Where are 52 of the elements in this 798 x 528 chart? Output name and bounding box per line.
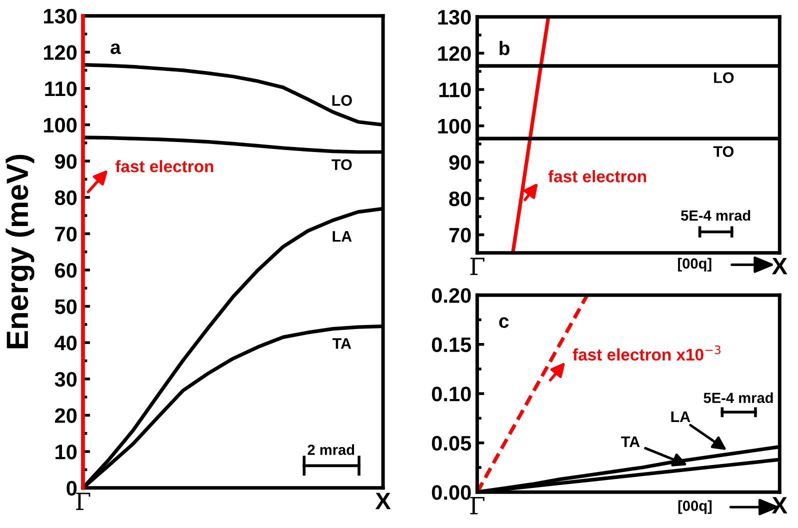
y-tick-label: 0.10 xyxy=(432,386,471,402)
y-tick-label: 30 xyxy=(54,372,77,387)
y-tick-label: 60 xyxy=(55,263,77,278)
y-tick-label: 80 xyxy=(449,191,471,206)
y-tick-label: 20 xyxy=(54,408,77,424)
y-tick-label: 90 xyxy=(54,154,77,169)
y-tick-label: 0.20 xyxy=(432,288,471,303)
annotation: LA xyxy=(332,231,352,242)
text: c xyxy=(499,317,509,328)
annotation: fast electron xyxy=(115,160,214,172)
y-tick-label: 130 xyxy=(438,10,471,25)
y-axis-title: Energy (meV) xyxy=(6,154,34,348)
annotation: TA xyxy=(332,338,352,349)
y-tick-label: 120 xyxy=(438,46,471,61)
y-tick-label: 80 xyxy=(54,190,77,206)
y-tick-label: 0.00 xyxy=(432,485,471,500)
annotation: LA xyxy=(671,411,690,422)
annotation: TO xyxy=(713,146,734,157)
x-tick-label: X xyxy=(772,258,788,274)
text: [00q] xyxy=(678,258,712,272)
y-tick-label: 40 xyxy=(54,336,77,350)
text: a xyxy=(110,43,121,54)
y-tick-label: 120 xyxy=(44,45,77,60)
y-tick-label: 0.15 xyxy=(432,337,472,352)
annotation: TO xyxy=(332,159,352,170)
y-tick-label: 50 xyxy=(54,299,77,314)
y-tick-label: 110 xyxy=(439,82,471,98)
annotation: 5E-4 mrad xyxy=(681,210,750,221)
text: [00q] xyxy=(678,500,712,514)
annotation: 5E-4 mrad xyxy=(704,392,773,404)
annotation: LO xyxy=(714,72,734,84)
x-tick-label: Γ xyxy=(76,492,90,510)
y-tick-label: 100 xyxy=(438,118,471,134)
annotation: TA xyxy=(621,436,640,448)
annotation: fast electron x10$^{−3}$ xyxy=(572,345,720,361)
x-tick-label: X xyxy=(772,497,788,514)
y-tick-label: 90 xyxy=(449,155,471,170)
y-tick-label: 70 xyxy=(55,226,77,242)
x-tick-label: Γ xyxy=(470,258,484,276)
y-tick-label: 0.05 xyxy=(432,436,472,451)
y-tick-label: 110 xyxy=(45,81,77,96)
y-tick-label: 70 xyxy=(449,228,471,243)
y-tick-label: 10 xyxy=(56,444,77,460)
annotation: 2 mrad xyxy=(308,444,354,455)
annotation: fast electron xyxy=(548,170,646,182)
y-tick-label: 100 xyxy=(44,118,77,133)
text: b xyxy=(500,40,510,56)
annotation: LO xyxy=(332,95,352,106)
y-tick-label: 130 xyxy=(44,8,77,24)
x-tick-label: X xyxy=(375,492,391,510)
x-tick-label: Γ xyxy=(470,496,484,514)
y-tick-label: 0 xyxy=(66,480,77,496)
